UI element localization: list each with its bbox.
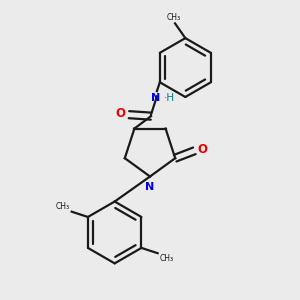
Text: CH₃: CH₃ [56, 202, 70, 211]
Text: CH₃: CH₃ [167, 13, 181, 22]
Text: O: O [116, 107, 125, 120]
Text: ·H: ·H [164, 93, 175, 103]
Text: CH₃: CH₃ [160, 254, 174, 263]
Text: N: N [146, 182, 154, 192]
Text: N: N [151, 94, 160, 103]
Text: O: O [197, 143, 207, 156]
